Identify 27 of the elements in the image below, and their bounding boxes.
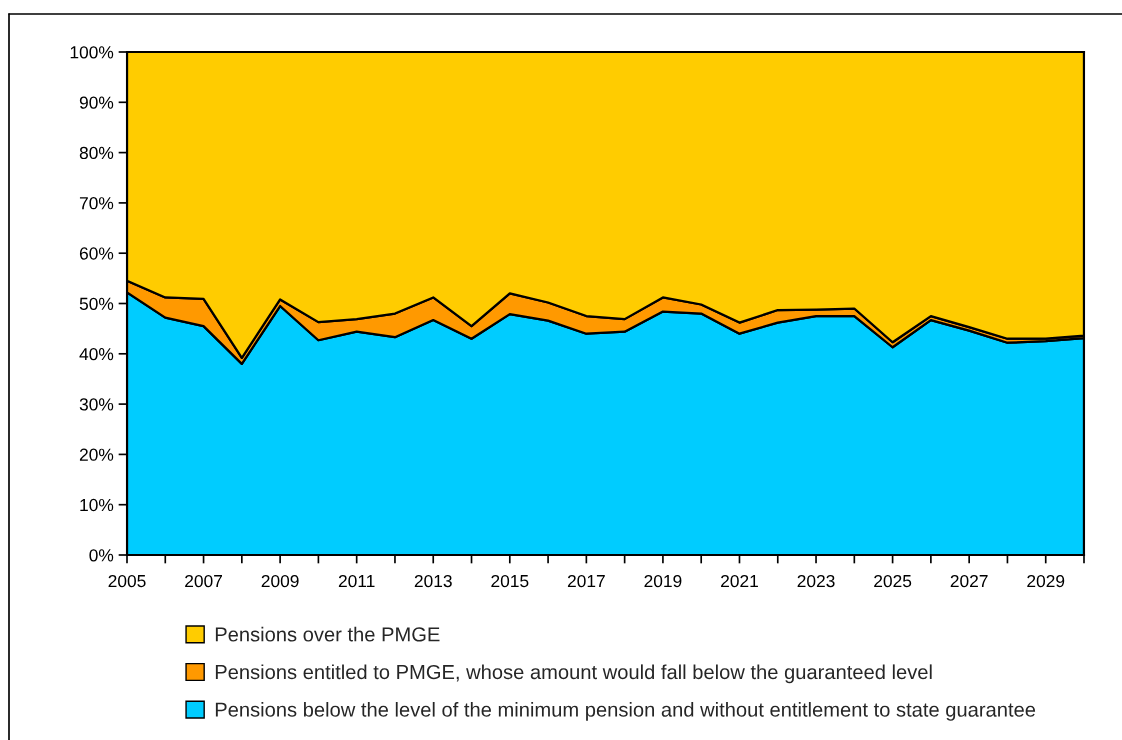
- x-tick-label: 2019: [644, 574, 682, 588]
- y-tick-label: 30%: [79, 398, 114, 411]
- x-tick-label: 2023: [797, 574, 835, 588]
- x-tick-label: 2021: [721, 574, 758, 588]
- y-tick-label: 60%: [79, 247, 114, 260]
- x-tick-label: 2013: [414, 574, 452, 588]
- x-tick-label: 2011: [338, 574, 375, 588]
- y-tick-label: 40%: [79, 347, 114, 361]
- legend-label: Pensions over the PMGE: [215, 626, 440, 642]
- x-tick-label: 2007: [185, 574, 222, 588]
- x-tick-label: 2025: [874, 574, 912, 588]
- x-tick-label: 2029: [1027, 574, 1065, 588]
- y-tick-label: 0%: [89, 549, 114, 562]
- y-tick-label: 50%: [79, 297, 114, 310]
- legend-label: Pensions below the level of the minimum pension and without entitlement to state guarantee: [215, 701, 1036, 721]
- y-tick-label: 70%: [79, 197, 114, 210]
- x-tick-label: 2027: [950, 574, 988, 588]
- y-tick-label: 20%: [79, 448, 114, 461]
- y-tick-label: 10%: [80, 498, 114, 512]
- legend-label: Pensions entitled to PMGE, whose amount would fall below the guaranteed level: [215, 664, 932, 684]
- x-tick-label: 2015: [491, 574, 529, 588]
- y-tick-label: 100%: [70, 46, 114, 59]
- x-tick-label: 2017: [567, 574, 605, 588]
- x-tick-label: 2005: [108, 574, 146, 588]
- y-tick-label: 90%: [79, 96, 114, 109]
- y-tick-label: 80%: [79, 146, 114, 160]
- x-tick-label: 2009: [261, 574, 299, 588]
